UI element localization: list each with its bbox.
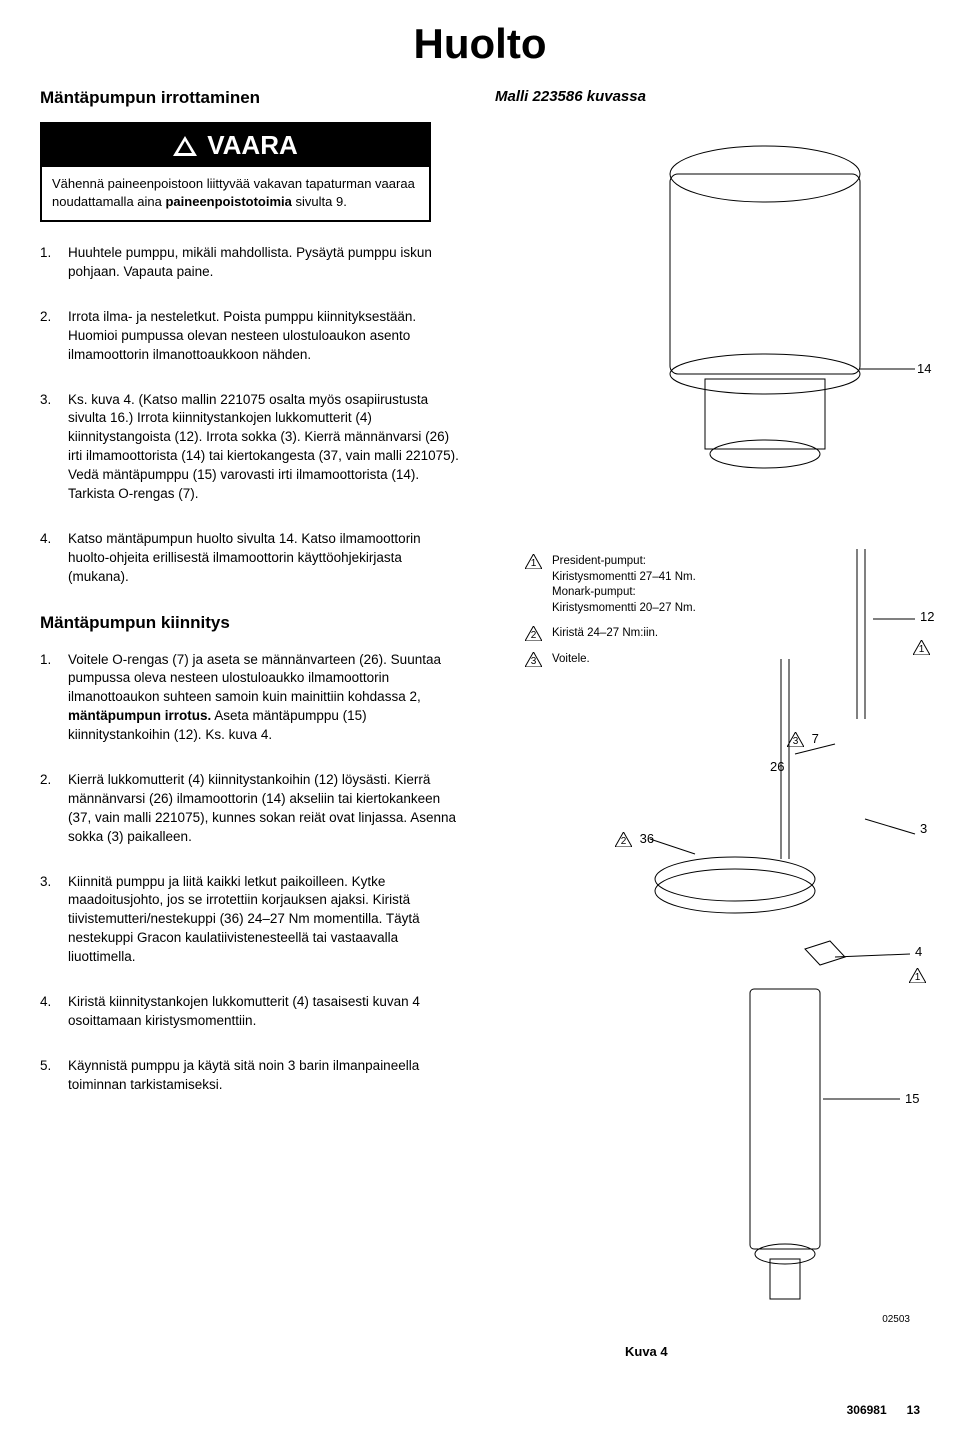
- step-num: 1.: [40, 651, 58, 745]
- left-column: Mäntäpumpun irrottaminen VAARA Vähennä p…: [40, 88, 465, 1379]
- step-text: Irrota ilma- ja nesteletkut. Poista pump…: [68, 308, 465, 365]
- triangle-1-icon: 1: [909, 968, 926, 983]
- step-text: Käynnistä pumppu ja käytä sitä noin 3 ba…: [68, 1057, 465, 1095]
- removal-step: 4. Katso mäntäpumpun huolto sivulta 14. …: [40, 530, 465, 587]
- removal-step: 2. Irrota ilma- ja nesteletkut. Poista p…: [40, 308, 465, 365]
- install-step: 5. Käynnistä pumppu ja käytä sitä noin 3…: [40, 1057, 465, 1095]
- step-text: Kierrä lukkomutterit (4) kiinnitystankoi…: [68, 771, 465, 847]
- removal-step: 1. Huuhtele pumppu, mikäli mahdollista. …: [40, 244, 465, 282]
- install-step: 1. Voitele O-rengas (7) ja aseta se männ…: [40, 651, 465, 745]
- callout-15: 15: [905, 1091, 919, 1106]
- step-num: 2.: [40, 771, 58, 847]
- step-num: 3.: [40, 873, 58, 967]
- section-heading-install: Mäntäpumpun kiinnitys: [40, 613, 465, 633]
- main-columns: Mäntäpumpun irrottaminen VAARA Vähennä p…: [40, 88, 920, 1379]
- triangle-1-icon: 1: [525, 554, 542, 569]
- step-text: Kiinnitä pumppu ja liitä kaikki letkut p…: [68, 873, 465, 967]
- right-column: Malli 223586 kuvassa: [495, 88, 920, 1379]
- warning-icon: [173, 136, 197, 156]
- step-text: Kiristä kiinnitystankojen lukkomutterit …: [68, 993, 465, 1031]
- callout-tri-1b: 1: [909, 967, 930, 983]
- triangle-2-icon: 2: [615, 832, 632, 847]
- callout-7: 7: [812, 731, 819, 746]
- note-block: 1 President-pumput: Kiristysmomentti 27–…: [525, 554, 725, 667]
- note-1: President-pumput: Kiristysmomentti 27–41…: [552, 554, 696, 616]
- triangle-3-icon: 3: [787, 732, 804, 747]
- warning-box: VAARA Vähennä paineenpoistoon liittyvää …: [40, 122, 431, 222]
- callout-tri-2-36: 2 36: [615, 831, 654, 847]
- step-text: Katso mäntäpumpun huolto sivulta 14. Kat…: [68, 530, 465, 587]
- triangle-3-icon: 3: [525, 652, 542, 667]
- callout-26: 26: [770, 759, 784, 774]
- callout-12: 12: [920, 609, 934, 624]
- warning-title-text: VAARA: [207, 130, 298, 161]
- callout-tri-3-7: 3 7: [787, 731, 819, 747]
- page-title: Huolto: [40, 20, 920, 68]
- callout-4: 4: [915, 944, 922, 959]
- callout-14: 14: [917, 361, 931, 376]
- figure-label: Kuva 4: [625, 1344, 668, 1359]
- diagram-area: 1 4 1 President-pumput: Kiristysmomentti …: [495, 119, 920, 1379]
- pump-diagram: [495, 119, 935, 1369]
- removal-step: 3. Ks. kuva 4. (Katso mallin 221075 osal…: [40, 391, 465, 504]
- drawing-code: 02503: [882, 1314, 910, 1325]
- step-num: 2.: [40, 308, 58, 365]
- note-3: Voitele.: [552, 652, 590, 668]
- page-footer: 306981 13: [40, 1399, 920, 1417]
- install-step: 4. Kiristä kiinnitystankojen lukkomutter…: [40, 993, 465, 1031]
- step-text: Ks. kuva 4. (Katso mallin 221075 osalta …: [68, 391, 465, 504]
- doc-number: 306981: [847, 1403, 887, 1417]
- warning-title-bar: VAARA: [42, 124, 429, 167]
- callout-tri-1a: 1: [913, 639, 934, 655]
- install-step: 2. Kierrä lukkomutterit (4) kiinnitystan…: [40, 771, 465, 847]
- step-num: 4.: [40, 530, 58, 587]
- callout-3: 3: [920, 821, 927, 836]
- install-step: 3. Kiinnitä pumppu ja liitä kaikki letku…: [40, 873, 465, 967]
- step-num: 4.: [40, 993, 58, 1031]
- callout-36: 36: [640, 831, 654, 846]
- warning-body: Vähennä paineenpoistoon liittyvää vakava…: [52, 175, 419, 210]
- step-num: 1.: [40, 244, 58, 282]
- page-number: 13: [907, 1403, 920, 1417]
- section-heading-removal: Mäntäpumpun irrottaminen: [40, 88, 465, 108]
- triangle-2-icon: 2: [525, 626, 542, 641]
- triangle-1-icon: 1: [913, 640, 930, 655]
- step-text: Huuhtele pumppu, mikäli mahdollista. Pys…: [68, 244, 465, 282]
- step-text: Voitele O-rengas (7) ja aseta se männänv…: [68, 651, 465, 745]
- step-num: 5.: [40, 1057, 58, 1095]
- note-2: Kiristä 24–27 Nm:iin.: [552, 626, 658, 642]
- model-subtitle: Malli 223586 kuvassa: [495, 88, 920, 105]
- step-num: 3.: [40, 391, 58, 504]
